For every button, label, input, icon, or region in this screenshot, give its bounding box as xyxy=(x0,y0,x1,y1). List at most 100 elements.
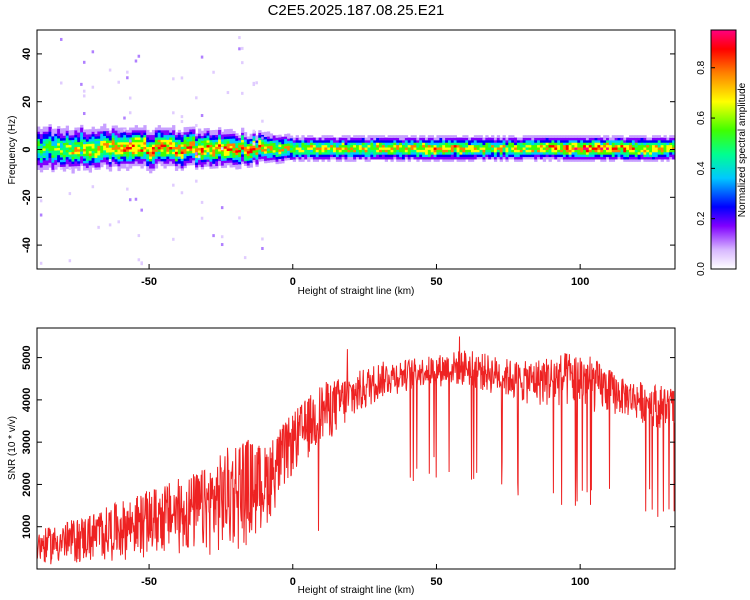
heatmap-cell xyxy=(100,164,104,168)
heatmap-cell xyxy=(59,128,64,132)
heatmap-cell xyxy=(453,156,457,160)
heatmap-cell xyxy=(643,137,647,141)
heatmap-cell xyxy=(169,141,173,145)
heatmap-cell xyxy=(238,147,242,150)
heatmap-cell xyxy=(416,154,420,158)
heatmap-cell xyxy=(177,129,182,133)
heatmap-cell xyxy=(255,135,259,139)
heatmap-cell xyxy=(571,137,575,141)
heatmap-cell xyxy=(186,155,190,159)
heatmap-cell xyxy=(367,151,371,155)
heatmap-cell xyxy=(105,156,110,160)
heatmap-cell xyxy=(39,261,43,265)
heatmap-cell xyxy=(356,144,360,148)
heatmap-cell xyxy=(580,142,584,146)
heatmap-cell xyxy=(666,144,670,148)
heatmap-cell xyxy=(344,142,348,146)
heatmap-cell xyxy=(264,143,268,147)
heatmap-cell xyxy=(470,154,475,158)
heatmap-cell xyxy=(419,144,423,148)
heatmap-cell xyxy=(37,128,41,132)
heatmap-cell xyxy=(137,132,141,136)
heatmap-cell xyxy=(468,159,472,162)
heatmap-cell xyxy=(465,144,469,148)
heatmap-cell xyxy=(557,142,561,146)
heatmap-cell xyxy=(97,150,101,154)
y-tick-label: 3000 xyxy=(21,430,33,454)
heatmap-cell xyxy=(160,158,164,162)
heatmap-cell xyxy=(128,96,132,100)
heatmap-cell xyxy=(468,142,472,146)
heatmap-cell xyxy=(378,147,383,150)
heatmap-cell xyxy=(54,138,58,141)
heatmap-cell xyxy=(131,158,136,162)
heatmap-cell xyxy=(232,164,236,168)
heatmap-cell xyxy=(126,144,130,148)
heatmap-cell xyxy=(312,149,317,153)
heatmap-cell xyxy=(666,151,670,155)
heatmap-cell xyxy=(422,159,426,162)
heatmap-cell xyxy=(378,135,383,138)
heatmap-cell xyxy=(97,135,101,139)
heatmap-cell xyxy=(588,151,593,155)
heatmap-cell xyxy=(401,135,406,138)
heatmap-cell xyxy=(197,162,202,165)
heatmap-cell xyxy=(197,157,202,161)
heatmap-cell xyxy=(468,144,472,148)
heatmap-cell xyxy=(445,144,449,148)
heatmap-cell xyxy=(37,164,41,168)
heatmap-cell xyxy=(562,147,567,150)
heatmap-cell xyxy=(209,151,213,155)
heatmap-cell xyxy=(292,144,297,148)
heatmap-cell xyxy=(160,137,164,140)
heatmap-cell xyxy=(577,159,581,162)
heatmap-cell xyxy=(163,153,167,157)
heatmap-cell xyxy=(453,135,457,138)
heatmap-cell xyxy=(361,135,366,138)
heatmap-cell xyxy=(347,137,351,141)
heatmap-cell xyxy=(91,162,95,166)
heatmap-cell xyxy=(206,137,210,141)
heatmap-cell xyxy=(218,163,222,166)
heatmap-cell xyxy=(186,134,190,137)
heatmap-cell xyxy=(200,137,205,141)
heatmap-cell xyxy=(149,151,153,155)
heatmap-cell xyxy=(71,161,75,164)
heatmap-cell xyxy=(220,138,225,142)
heatmap-cell xyxy=(562,142,567,146)
heatmap-cell xyxy=(287,143,291,146)
heatmap-cell xyxy=(140,160,144,164)
heatmap-cell xyxy=(453,139,457,143)
heatmap-cell xyxy=(226,143,230,147)
heatmap-cell xyxy=(71,139,75,143)
heatmap-cell xyxy=(660,147,664,150)
heatmap-cell xyxy=(378,149,383,153)
heatmap-cell xyxy=(51,150,55,154)
heatmap-cell xyxy=(496,154,501,158)
heatmap-cell xyxy=(143,129,147,133)
heatmap-cell xyxy=(413,144,417,148)
heatmap-cell xyxy=(482,139,486,143)
heatmap-cell xyxy=(629,142,633,146)
heatmap-cell xyxy=(172,237,175,241)
heatmap-cell xyxy=(241,153,245,157)
heatmap-cell xyxy=(68,158,72,162)
heatmap-cell xyxy=(473,147,478,150)
heatmap-cell xyxy=(206,161,210,165)
heatmap-cell xyxy=(637,144,641,148)
heatmap-cell xyxy=(195,140,199,144)
heatmap-cell xyxy=(278,141,282,145)
heatmap-cell xyxy=(252,150,256,153)
heatmap-cell xyxy=(347,144,351,148)
heatmap-cell xyxy=(146,149,150,152)
heatmap-cell xyxy=(652,135,656,138)
heatmap-cell xyxy=(361,151,366,155)
heatmap-cell xyxy=(505,154,509,158)
heatmap-cell xyxy=(166,151,170,155)
heatmap-cell xyxy=(252,140,256,144)
heatmap-y-axis-label: Frequency (Hz) xyxy=(7,116,18,185)
heatmap-cell xyxy=(614,156,618,160)
heatmap-cell xyxy=(177,141,182,145)
heatmap-cell xyxy=(220,143,225,147)
heatmap-cell xyxy=(246,162,251,166)
